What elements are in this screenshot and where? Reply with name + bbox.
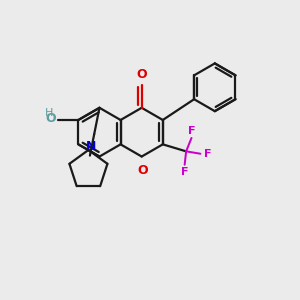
Text: O: O xyxy=(136,68,147,81)
Text: O: O xyxy=(138,164,148,177)
Text: N: N xyxy=(85,140,96,153)
Text: H: H xyxy=(45,108,53,118)
Text: F: F xyxy=(181,167,188,177)
Text: F: F xyxy=(204,149,212,159)
Text: F: F xyxy=(188,126,196,136)
Text: O: O xyxy=(46,112,56,125)
